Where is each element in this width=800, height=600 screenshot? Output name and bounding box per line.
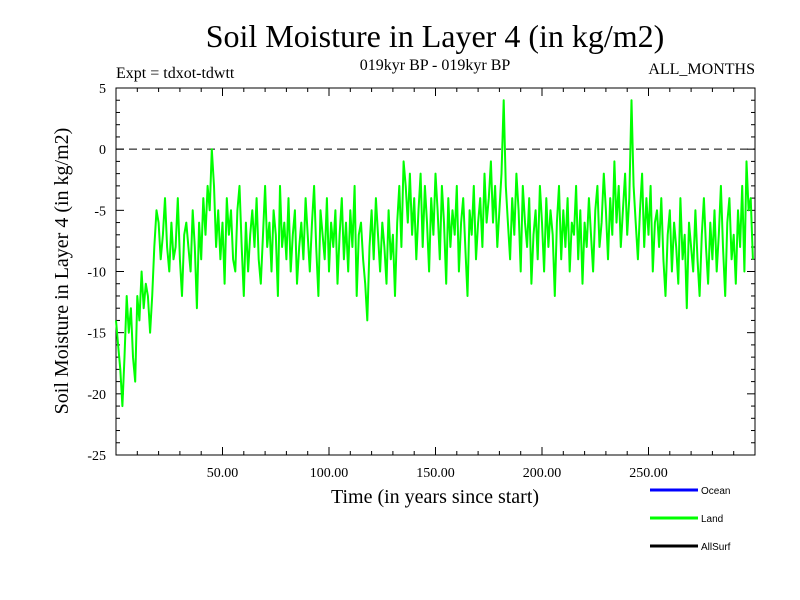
legend-item-allsurf: AllSurf bbox=[650, 542, 731, 553]
y-tick-label: -10 bbox=[87, 266, 106, 281]
legend-item-land: Land bbox=[650, 514, 723, 525]
y-tick-label: -25 bbox=[87, 449, 106, 464]
legend: Ocean Land AllSurf bbox=[650, 486, 731, 553]
plot-area: 50.00 100.00 150.00 200.00 250.00 5 0 -5 -10 -15 -… bbox=[87, 82, 756, 481]
y-tick-label: -20 bbox=[87, 388, 106, 403]
y-tick-label: -5 bbox=[94, 204, 106, 219]
x-tick-label: 250.00 bbox=[629, 466, 668, 481]
y-tick-label: 5 bbox=[99, 82, 106, 97]
y-axis-label: Soil Moisture in Layer 4 (in kg/m2) bbox=[51, 128, 73, 415]
plot-frame bbox=[115, 87, 756, 456]
legend-item-ocean: Ocean bbox=[650, 486, 730, 497]
legend-label: Land bbox=[701, 514, 723, 525]
x-tick-label: 50.00 bbox=[207, 466, 239, 481]
x-tick-label: 100.00 bbox=[310, 466, 349, 481]
y-tick-label: -15 bbox=[87, 327, 106, 342]
legend-label: Ocean bbox=[701, 486, 730, 497]
x-tick-label: 200.00 bbox=[523, 466, 562, 481]
months-label: ALL_MONTHS bbox=[648, 61, 755, 78]
y-tick-label: 0 bbox=[99, 143, 106, 158]
chart-title: Soil Moisture in Layer 4 (in kg/m2) bbox=[206, 18, 665, 54]
period-label: 019kyr BP - 019kyr BP bbox=[360, 57, 511, 74]
x-tick-label: 150.00 bbox=[416, 466, 455, 481]
experiment-label: Expt = tdxot-tdwtt bbox=[116, 65, 235, 82]
series-line-land bbox=[115, 99, 754, 408]
x-axis-label: Time (in years since start) bbox=[331, 486, 539, 508]
legend-label: AllSurf bbox=[701, 542, 731, 553]
